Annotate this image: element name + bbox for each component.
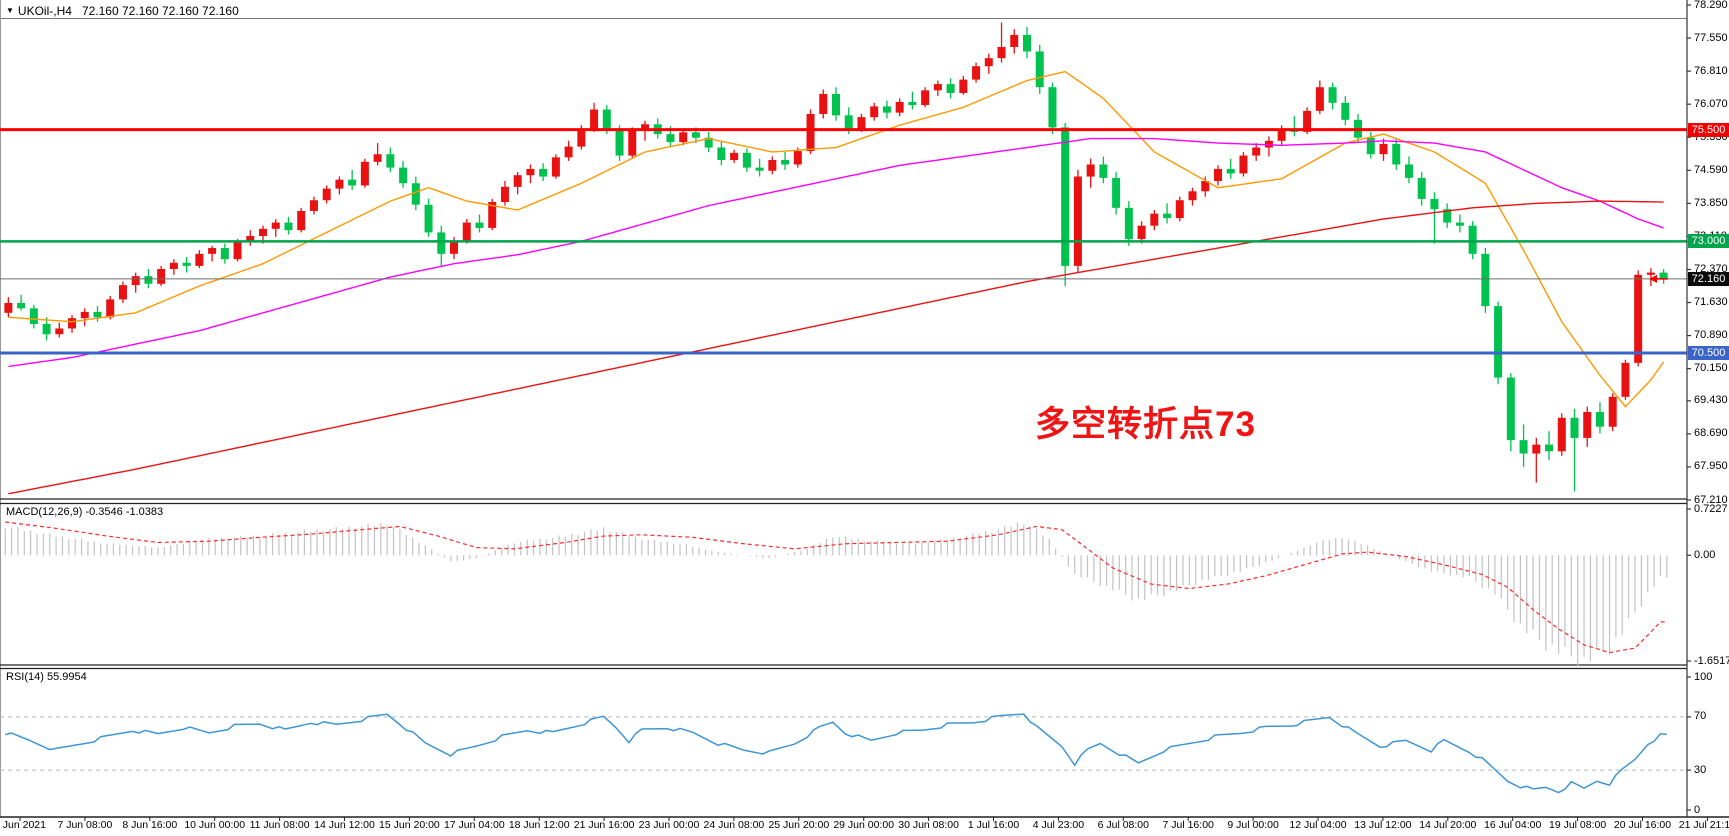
symbol-timeframe-label: UKOil-,H4: [17, 4, 72, 18]
time-axis-label: 17 Jun 04:00: [443, 819, 505, 831]
time-axis-label: 10 Jun 00:00: [184, 819, 246, 831]
time-axis-label: 20 Jul 16:00: [1613, 819, 1672, 831]
time-axis-label: 13 Jul 12:00: [1354, 819, 1412, 831]
macd-indicator-label: MACD(12,26,9) -0.3546 -1.0383: [6, 506, 164, 518]
time-axis-label: 7 Jun 08:00: [57, 819, 113, 831]
time-axis-label: 4 Jul 23:00: [1032, 819, 1085, 831]
time-axis-label: 14 Jun 12:00: [314, 819, 375, 831]
chart-title[interactable]: ▼ UKOil-,H4 72.160 72.160 72.160 72.160: [6, 4, 239, 18]
time-axis-label: 29 Jun 00:00: [833, 819, 895, 831]
time-axis-label: 15 Jun 20:00: [379, 819, 440, 831]
rsi-indicator-label: RSI(14) 55.9954: [6, 671, 87, 683]
time-axis-label: 23 Jun 00:00: [638, 819, 700, 831]
time-axis-label: 18 Jun 12:00: [508, 819, 570, 831]
time-axis-label: 12 Jul 04:00: [1289, 819, 1347, 831]
time-axis-label: 7 Jul 16:00: [1162, 819, 1214, 831]
annotation-text[interactable]: 多空转折点73: [1035, 405, 1256, 444]
time-axis-label: 9 Jul 00:00: [1227, 819, 1279, 831]
time-axis-label: 21 Jul 21:15: [1678, 819, 1729, 831]
time-axis-label: 14 Jul 20:00: [1419, 819, 1477, 831]
time-axis-label: 24 Jun 08:00: [703, 819, 765, 831]
time-axis-label: 1 Jul 16:00: [967, 819, 1020, 831]
time-axis-label: 6 Jul 08:00: [1097, 819, 1149, 831]
time-axis-label: 11 Jun 08:00: [249, 819, 310, 831]
time-axis[interactable]: 4 Jun 2021 7 Jun 08:00 8 Jun 16:00 10 Jun 0…: [0, 819, 1729, 836]
time-axis-label: 4 Jun 2021: [0, 819, 46, 831]
time-axis-label: 21 Jun 16:00: [573, 819, 635, 831]
quote-values: 72.160 72.160 72.160 72.160: [81, 4, 239, 18]
time-axis-label: 16 Jul 04:00: [1484, 819, 1542, 831]
symbol-dropdown-icon[interactable]: ▼: [6, 6, 14, 15]
time-axis-label: 30 Jun 08:00: [898, 819, 959, 831]
time-axis-label: 8 Jun 16:00: [122, 819, 178, 831]
time-axis-label: 19 Jul 08:00: [1548, 819, 1607, 831]
time-axis-label: 25 Jun 20:00: [768, 819, 830, 831]
